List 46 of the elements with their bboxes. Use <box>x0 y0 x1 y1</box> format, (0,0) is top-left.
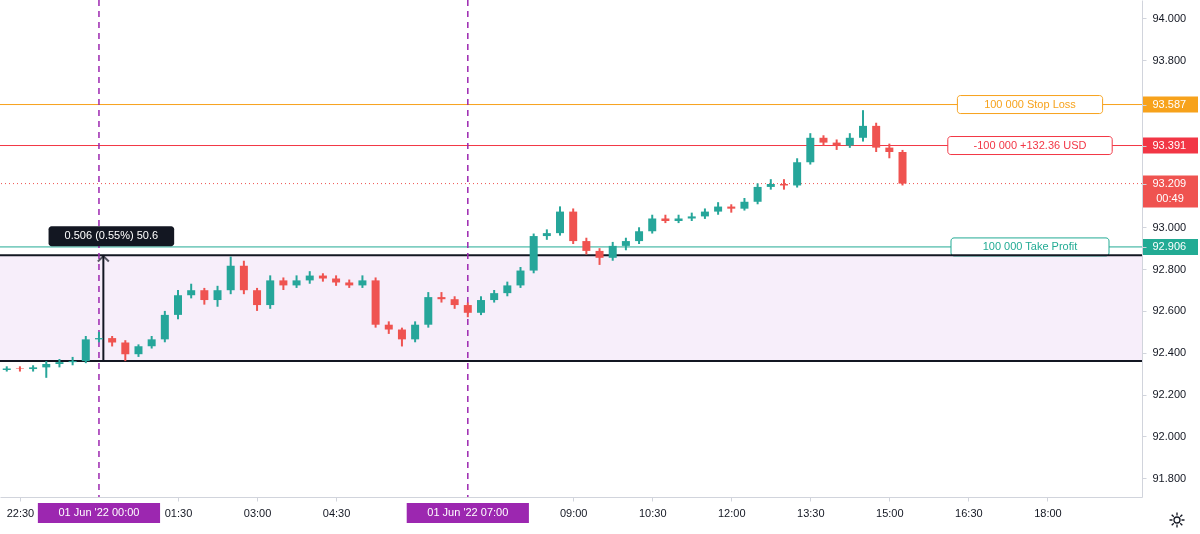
y-tick-label: 92.906 <box>1152 240 1187 253</box>
annotation: 0.506 (0.55%) 50.6 <box>64 229 159 242</box>
y-tick-label: 94.000 <box>1152 11 1187 24</box>
x-tick-label: 10:30 <box>638 506 667 519</box>
ref-line-label: 100 000 Take Profit <box>982 239 1078 252</box>
x-tick-label: 16:30 <box>955 506 983 519</box>
x-tick-label: 03:00 <box>243 506 272 519</box>
ref-line-label: -100 000 +132.36 USD <box>973 138 1087 151</box>
candlestick <box>753 182 762 206</box>
candlestick <box>648 213 657 235</box>
ref-line-label: 100 000 Stop Loss <box>984 97 1077 110</box>
x-tick-label: 01:30 <box>164 506 193 519</box>
text: 00:49 <box>1156 191 1184 204</box>
y-tick-label: 93.587 <box>1152 98 1187 111</box>
y-tick-label: 93.000 <box>1152 220 1187 233</box>
y-tick-label: 93.209 <box>1152 177 1187 190</box>
candlestick <box>411 320 420 344</box>
x-tick-label: 04:30 <box>322 506 351 519</box>
candlestick <box>556 205 565 237</box>
ref-line-label: 01 Jun '22 00:00 <box>58 506 140 518</box>
candlestick <box>174 289 183 321</box>
x-tick-label: 15:00 <box>876 506 904 519</box>
ref-line-label: 01 Jun '22 07:00 <box>427 506 509 518</box>
y-tick-label: 91.800 <box>1152 471 1187 484</box>
y-tick-label: 92.200 <box>1152 388 1187 401</box>
y-tick-label: 92.400 <box>1152 346 1187 359</box>
candlestick <box>253 286 262 312</box>
candlestick <box>121 339 130 363</box>
y-tick-label: 92.000 <box>1152 429 1187 442</box>
candlestick <box>213 284 222 308</box>
y-tick-label: 93.391 <box>1152 139 1187 152</box>
y-tick-label: 92.600 <box>1152 304 1187 317</box>
candlestick <box>397 326 406 348</box>
x-tick-label: 13:30 <box>797 506 825 519</box>
y-tick-label: 93.800 <box>1152 53 1187 66</box>
candlestick <box>81 335 90 365</box>
candlestick <box>516 266 525 289</box>
y-tick-label: 92.800 <box>1152 262 1187 275</box>
x-tick-label: 22:30 <box>6 506 35 519</box>
candlestick <box>793 157 802 189</box>
x-tick-label: 12:00 <box>718 506 746 519</box>
candlestick <box>872 121 881 154</box>
x-tick-label: 09:00 <box>559 506 588 519</box>
candlestick <box>859 109 867 143</box>
x-tick-label: 18:00 <box>1034 506 1062 519</box>
candlestick <box>476 295 485 317</box>
